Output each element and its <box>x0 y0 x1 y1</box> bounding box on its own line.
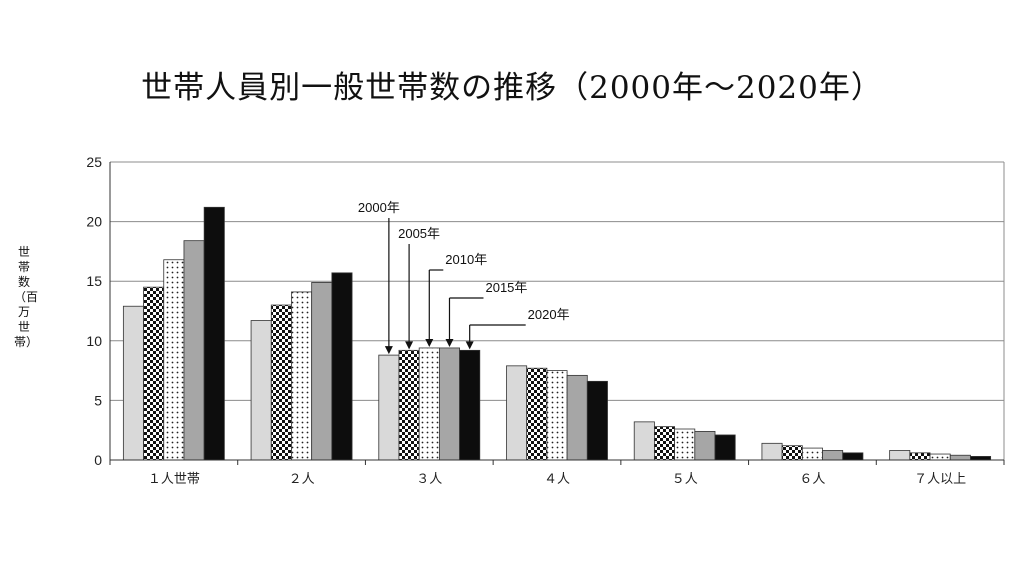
bar <box>526 367 548 461</box>
annotation-label: 2020年 <box>528 307 570 322</box>
bar <box>970 456 992 461</box>
bar <box>546 370 568 461</box>
axes: 0 5 10 15 20 25 １人世帯 ２人 ３人 ４人 ５人 ６人 ７人以上 <box>86 154 1005 487</box>
annotation-arrow-head <box>405 341 414 350</box>
bar <box>311 281 333 461</box>
bar <box>781 445 803 461</box>
y-tick-label: 0 <box>94 452 102 468</box>
bar <box>949 454 971 461</box>
y-tick-label: 20 <box>86 214 102 230</box>
bar <box>929 453 951 461</box>
bar <box>459 349 481 461</box>
bar <box>183 240 205 461</box>
x-category-label: ７人以上 <box>914 472 966 487</box>
bar <box>674 428 696 461</box>
bars <box>122 206 992 461</box>
annotation-arrow-head <box>465 341 474 350</box>
bar <box>291 291 313 461</box>
y-tick-label: 15 <box>86 273 102 289</box>
chart-title: 世帯人員別一般世帯数の推移（2000年～2020年） <box>141 70 883 106</box>
bar <box>203 206 225 461</box>
annotation-label: 2010年 <box>445 252 487 267</box>
bar <box>633 421 655 461</box>
bar <box>801 447 823 461</box>
bar <box>143 286 165 461</box>
x-category-label: １人世帯 <box>148 472 200 487</box>
y-tick-label: 10 <box>86 333 102 349</box>
y-axis-label: 世帯数（百万世帯） <box>14 245 39 349</box>
bar <box>378 354 400 461</box>
x-category-label: ５人 <box>672 472 698 487</box>
bar <box>822 450 844 461</box>
x-category-label: ３人 <box>416 472 442 487</box>
annotation-label: 2015年 <box>485 280 527 295</box>
annotation-label: 2005年 <box>398 226 440 241</box>
x-category-label: ２人 <box>289 472 315 487</box>
x-category-label: ６人 <box>799 472 825 487</box>
bar <box>586 380 608 461</box>
annotation-arrow-head <box>445 338 454 347</box>
y-tick-label: 5 <box>94 392 102 408</box>
bar <box>163 259 185 461</box>
bar <box>331 272 353 461</box>
bar <box>506 365 528 461</box>
annotation-arrow-head <box>384 346 393 355</box>
gridlines <box>110 161 1004 401</box>
x-category-label: ４人 <box>544 472 570 487</box>
bar <box>566 374 588 461</box>
bar <box>398 349 420 461</box>
bar <box>909 452 931 461</box>
bar <box>889 450 911 461</box>
y-tick-label: 25 <box>86 154 102 170</box>
annotation-arrow-head <box>425 338 434 347</box>
bar <box>250 320 272 461</box>
bar <box>761 442 783 461</box>
bar <box>418 347 440 461</box>
bar <box>842 452 864 461</box>
annotation-label: 2000年 <box>358 200 400 215</box>
bar <box>714 434 736 461</box>
bar <box>438 347 460 461</box>
bar <box>270 304 292 461</box>
bar <box>694 430 716 461</box>
bar <box>654 426 676 461</box>
bar <box>122 305 144 461</box>
